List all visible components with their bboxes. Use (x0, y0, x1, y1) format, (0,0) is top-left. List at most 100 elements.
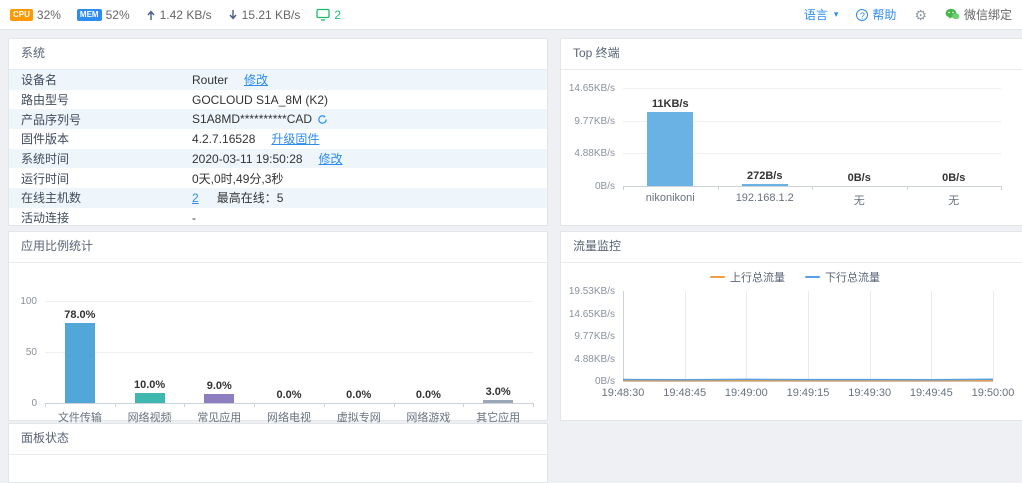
row-value: Router 修改 (192, 71, 268, 88)
legend-item[interactable]: 下行总流量 (805, 269, 880, 285)
bar-value-label: 0B/s (942, 172, 966, 184)
row-value: 4.2.7.16528 升级固件 (192, 130, 319, 147)
x-axis-tick (463, 403, 465, 407)
table-row: 活动连接 - (9, 208, 547, 228)
action-link[interactable]: 修改 (318, 152, 343, 167)
x-axis-tick (623, 186, 624, 190)
value-text: Router (192, 72, 229, 87)
x-axis-tick (717, 186, 719, 190)
x-axis-line (45, 403, 533, 404)
topbar: CPU 32% MEM 52% 1.42 KB/s 15.21 KB/s 2 (0, 0, 1022, 30)
row-value: 0天,0时,49分,3秒 (192, 170, 283, 187)
wechat-bind-button[interactable]: 微信绑定 (945, 6, 1012, 23)
x-axis-tick (114, 403, 116, 407)
settings-button[interactable]: ⚙ (914, 8, 927, 22)
help-link[interactable]: ? 帮助 (856, 6, 896, 23)
cpu-badge: CPU (10, 8, 33, 21)
y-axis-tick-label: 100 (20, 296, 37, 307)
category-label: 网络视频 (127, 412, 172, 424)
x-axis-tick (1001, 186, 1002, 190)
gear-icon: ⚙ (914, 6, 927, 23)
download-stat: 15.21 KB/s (228, 7, 301, 22)
y-axis-tick-label: 19.53KB/s (568, 286, 615, 297)
panel-status-panel: 面板状态 (8, 423, 548, 483)
x-axis-tick (906, 186, 908, 190)
y-axis-tick-label: 14.65KB/s (568, 83, 615, 94)
online-devices-icon (316, 8, 331, 21)
x-axis-tick-label: 19:48:45 (663, 387, 707, 399)
x-axis-tick (45, 403, 46, 407)
value-text: 2020-03-11 19:50:28 (192, 151, 303, 166)
legend: 上行总流量 下行总流量 (710, 269, 880, 285)
gridline (45, 301, 533, 302)
gridline (931, 291, 933, 381)
row-label: 固件版本 (21, 132, 70, 147)
language-label: 语言 (803, 8, 828, 22)
language-menu[interactable]: 语言 ▾ (804, 6, 839, 23)
value-text: 0天,0时,49分,3秒 (192, 171, 284, 186)
row-value: GOCLOUD S1A_8M (K2) (192, 93, 328, 107)
row-label: 设备名 (21, 73, 58, 88)
bar (647, 112, 694, 186)
x-axis-tick (254, 403, 256, 407)
y-axis-tick-label: 0 (31, 398, 37, 409)
value-text: GOCLOUD S1A_8M (K2) (192, 92, 329, 107)
value-text: 4.2.7.16528 (192, 131, 256, 146)
cpu-value: 32% (36, 7, 61, 22)
bar-value-label: 3.0% (485, 385, 511, 398)
legend-line-icon (710, 276, 725, 278)
action-link[interactable]: 升级固件 (271, 132, 320, 147)
x-axis-tick (184, 403, 186, 407)
y-axis-tick-label: 14.65KB/s (568, 308, 615, 320)
bar-value-label: 0.0% (346, 389, 372, 401)
category-label: 无 (948, 195, 960, 207)
top-terminals-panel-title: Top 终端 (561, 39, 1022, 70)
download-rate: 15.21 KB/s (241, 7, 301, 22)
x-axis-tick-label: 19:49:00 (724, 387, 768, 399)
system-table: 设备名 Router 修改 路由型号 GOCLOUD S1A_8M (K2) 产品序列号 S… (9, 70, 547, 228)
mem-stat: MEM 52% (76, 7, 130, 22)
online-devices-count: 2 (334, 7, 342, 22)
wechat-icon (945, 8, 960, 21)
bar-value-label: 9.0% (206, 379, 232, 392)
help-icon: ? (856, 8, 869, 21)
bar-value-label: 0B/s (847, 172, 871, 184)
app-ratio-chart: 0 50 100 78.0% 文件传输 10.0% 网络视频 9.0% 常见应用 0.0% 网络电视… (9, 263, 547, 424)
y-axis-tick-label: 0B/s (594, 376, 615, 387)
system-panel: 系统 设备名 Router 修改 路由型号 GOCLOUD S1A_8M (K2) 产品序… (8, 38, 548, 226)
gridline (623, 120, 1001, 122)
x-axis-tick (533, 403, 534, 407)
x-axis-tick-label: 19:48:30 (601, 387, 645, 399)
category-label: 文件传输 (57, 412, 102, 424)
gridline (993, 291, 994, 381)
top-terminals-chart: 0B/s 4.88KB/s 9.77KB/s 14.65KB/s 11KB/s nikon… (561, 70, 1022, 228)
table-row: 在线主机数 2 最高在线：5 (9, 188, 547, 208)
category-label: 虚拟专网 (336, 412, 381, 424)
table-row: 路由型号 GOCLOUD S1A_8M (K2) (9, 90, 547, 110)
bar-value-label: 0.0% (415, 389, 441, 401)
category-label: 网络电视 (267, 412, 311, 424)
table-row: 运行时间 0天,0时,49分,3秒 (9, 168, 547, 188)
legend-label: 上行总流量 (730, 272, 785, 284)
category-label: 网络游戏 (406, 412, 451, 424)
traffic-chart: 上行总流量 下行总流量 0B/s 4.88KB/s 9.77KB/s 14.65KB/s 1… (561, 263, 1022, 423)
gridline (684, 291, 686, 381)
value-link[interactable]: 2 (192, 190, 199, 205)
bar (483, 399, 514, 403)
y-axis-tick-label: 9.77KB/s (574, 331, 615, 342)
legend-line-icon (805, 276, 820, 278)
bar-value-label: 11KB/s (651, 98, 689, 111)
row-label: 产品序列号 (21, 112, 82, 127)
row-label: 在线主机数 (21, 191, 82, 206)
action-link[interactable]: 修改 (244, 73, 269, 88)
table-row: 固件版本 4.2.7.16528 升级固件 (9, 129, 547, 149)
x-axis-line (623, 381, 993, 382)
x-axis-tick (812, 186, 813, 190)
refresh-serial-icon[interactable] (317, 114, 328, 125)
system-panel-title: 系统 (9, 39, 547, 70)
bar-value-label: 10.0% (133, 378, 166, 391)
legend-item[interactable]: 上行总流量 (710, 269, 785, 285)
mem-value: 52% (105, 7, 130, 22)
gridline (45, 352, 533, 353)
x-axis-tick (323, 403, 325, 407)
